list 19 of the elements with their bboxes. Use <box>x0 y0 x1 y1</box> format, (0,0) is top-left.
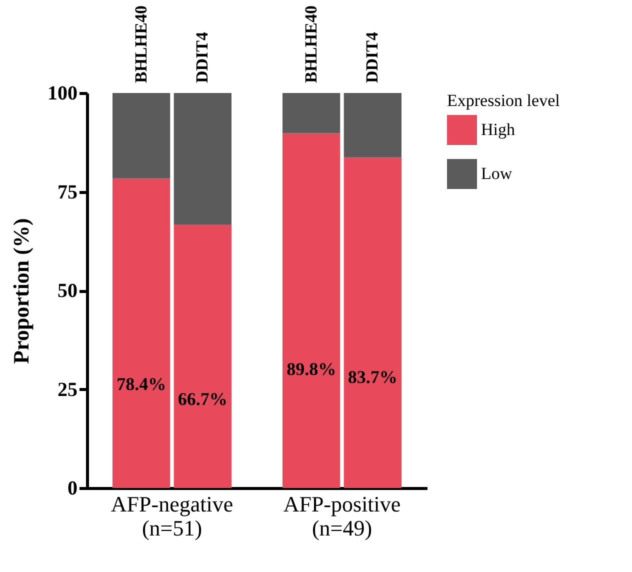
legend-label: Low <box>481 164 513 183</box>
y-tick-label: 100 <box>48 82 78 104</box>
legend-label: High <box>481 120 516 139</box>
text: AFP-positive (n=49) <box>283 492 401 540</box>
y-axis-title: Proportion (%) <box>8 218 34 364</box>
data-label: 89.8% <box>286 358 336 379</box>
data-label: 66.7% <box>178 389 228 410</box>
y-tick-label: 50 <box>58 280 78 302</box>
x-tick-label: DDIT4 <box>362 31 382 83</box>
x-tick-label: BHLHE40 <box>301 6 320 83</box>
text: AFP-negative (n=51) <box>110 492 234 540</box>
legend-title: Expression level <box>447 91 560 110</box>
data-label: 78.4% <box>116 374 166 394</box>
y-tick-label: 75 <box>58 181 78 204</box>
x-tick-label: DDIT4 <box>192 31 212 83</box>
data-label: 83.7% <box>348 366 398 387</box>
x-tick-label: BHLHE40 <box>131 6 150 83</box>
y-tick-label: 0 <box>68 478 78 500</box>
y-tick-label: 25 <box>58 378 78 401</box>
